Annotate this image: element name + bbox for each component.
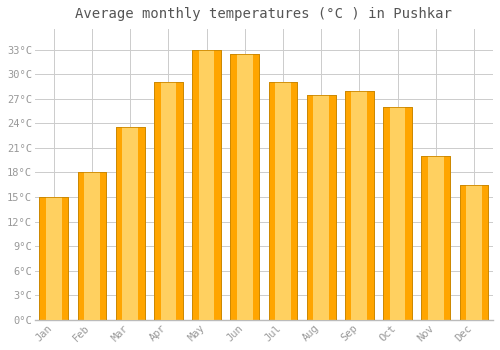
Bar [116,127,144,320]
Bar [154,82,182,320]
Bar [230,54,259,320]
Bar [237,54,252,320]
Bar [383,107,412,320]
Bar [460,185,488,320]
Bar [428,156,444,320]
Bar [160,82,176,320]
Bar [268,82,298,320]
Bar [192,50,221,320]
Bar [460,185,488,320]
Title: Average monthly temperatures (°C ) in Pushkar: Average monthly temperatures (°C ) in Pu… [76,7,452,21]
Bar [307,94,336,320]
Bar [314,94,329,320]
Bar [40,197,68,320]
Bar [268,82,298,320]
Bar [383,107,412,320]
Bar [422,156,450,320]
Bar [122,127,138,320]
Bar [307,94,336,320]
Bar [345,91,374,320]
Bar [78,173,106,320]
Bar [192,50,221,320]
Bar [466,185,482,320]
Bar [198,50,214,320]
Bar [230,54,259,320]
Bar [352,91,368,320]
Bar [275,82,291,320]
Bar [116,127,144,320]
Bar [78,173,106,320]
Bar [390,107,406,320]
Bar [422,156,450,320]
Bar [40,197,68,320]
Bar [84,173,100,320]
Bar [345,91,374,320]
Bar [154,82,182,320]
Bar [46,197,62,320]
